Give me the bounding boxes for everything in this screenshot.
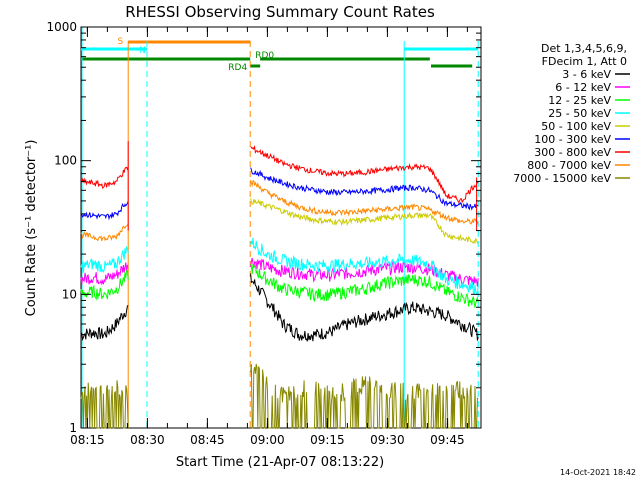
y-tick-label: 1000 (46, 20, 77, 34)
flag-label: N (139, 46, 146, 56)
axis-ticks: 1 10 100 1000 08:15 08:30 08:45 09:00 09:15 09:30… (46, 20, 481, 447)
legend-header-line-2: FDecim 1, Att 0 (542, 55, 627, 68)
x-tick-label: 08:30 (130, 433, 165, 447)
legend-label: 7000 - 15000 keV (513, 172, 611, 185)
legend-label: 12 - 25 keV (548, 94, 611, 107)
flag-bars: S N RD0 RD4 (81, 37, 479, 73)
legend-label: 800 - 7000 keV (527, 159, 611, 172)
x-tick-label: 08:45 (190, 433, 225, 447)
series-line-pre (80, 245, 129, 274)
series-line-pre (80, 305, 129, 342)
series-line-pre (80, 270, 129, 301)
x-tick-label: 09:45 (430, 433, 465, 447)
series-line-post (250, 273, 479, 342)
series-line-post (250, 237, 479, 296)
legend-label: 25 - 50 keV (548, 107, 611, 120)
series-line-post (250, 363, 479, 429)
series-line-post (250, 167, 479, 211)
y-tick-label: 1 (69, 421, 77, 435)
x-tick-label: 09:15 (310, 433, 345, 447)
x-axis-label: Start Time (21-Apr-07 08:13:22) (176, 455, 384, 470)
y-axis-label: Count Rate (s⁻¹ detector⁻¹) (24, 140, 39, 317)
y-tick-label: 10 (62, 287, 77, 301)
series-line-pre (80, 262, 129, 286)
series-line-pre (80, 223, 129, 242)
series-line-post (250, 198, 479, 245)
x-tick-label: 09:00 (250, 433, 285, 447)
plot-frame (80, 26, 482, 429)
series-lines (80, 141, 479, 429)
footer-timestamp: 14-Oct-2021 18:42 (560, 468, 636, 477)
legend-label: 6 - 12 keV (555, 81, 611, 94)
series-line-post (250, 179, 479, 226)
legend-label: 100 - 300 keV (534, 133, 611, 146)
legend-label: 3 - 6 keV (562, 68, 611, 81)
flag-label: RD0 (255, 51, 274, 61)
y-tick-label: 100 (54, 154, 77, 168)
series-line-pre (80, 380, 129, 429)
legend-label: 50 - 100 keV (541, 120, 611, 133)
flag-label: S (117, 37, 123, 47)
legend-header-line-1: Det 1,3,4,5,6,9, (541, 42, 627, 55)
legend-label: 300 - 800 keV (534, 146, 611, 159)
series-line-pre (80, 166, 129, 189)
flag-label: RD4 (228, 63, 247, 73)
chart-title: RHESSI Observing Summary Count Rates (125, 3, 435, 21)
series-line-post (250, 263, 479, 308)
x-tick-label: 09:30 (370, 433, 405, 447)
x-tick-label: 08:15 (70, 433, 105, 447)
vertical-markers (81, 27, 479, 428)
series-line-pre (80, 200, 129, 221)
series-line-post (250, 144, 479, 204)
